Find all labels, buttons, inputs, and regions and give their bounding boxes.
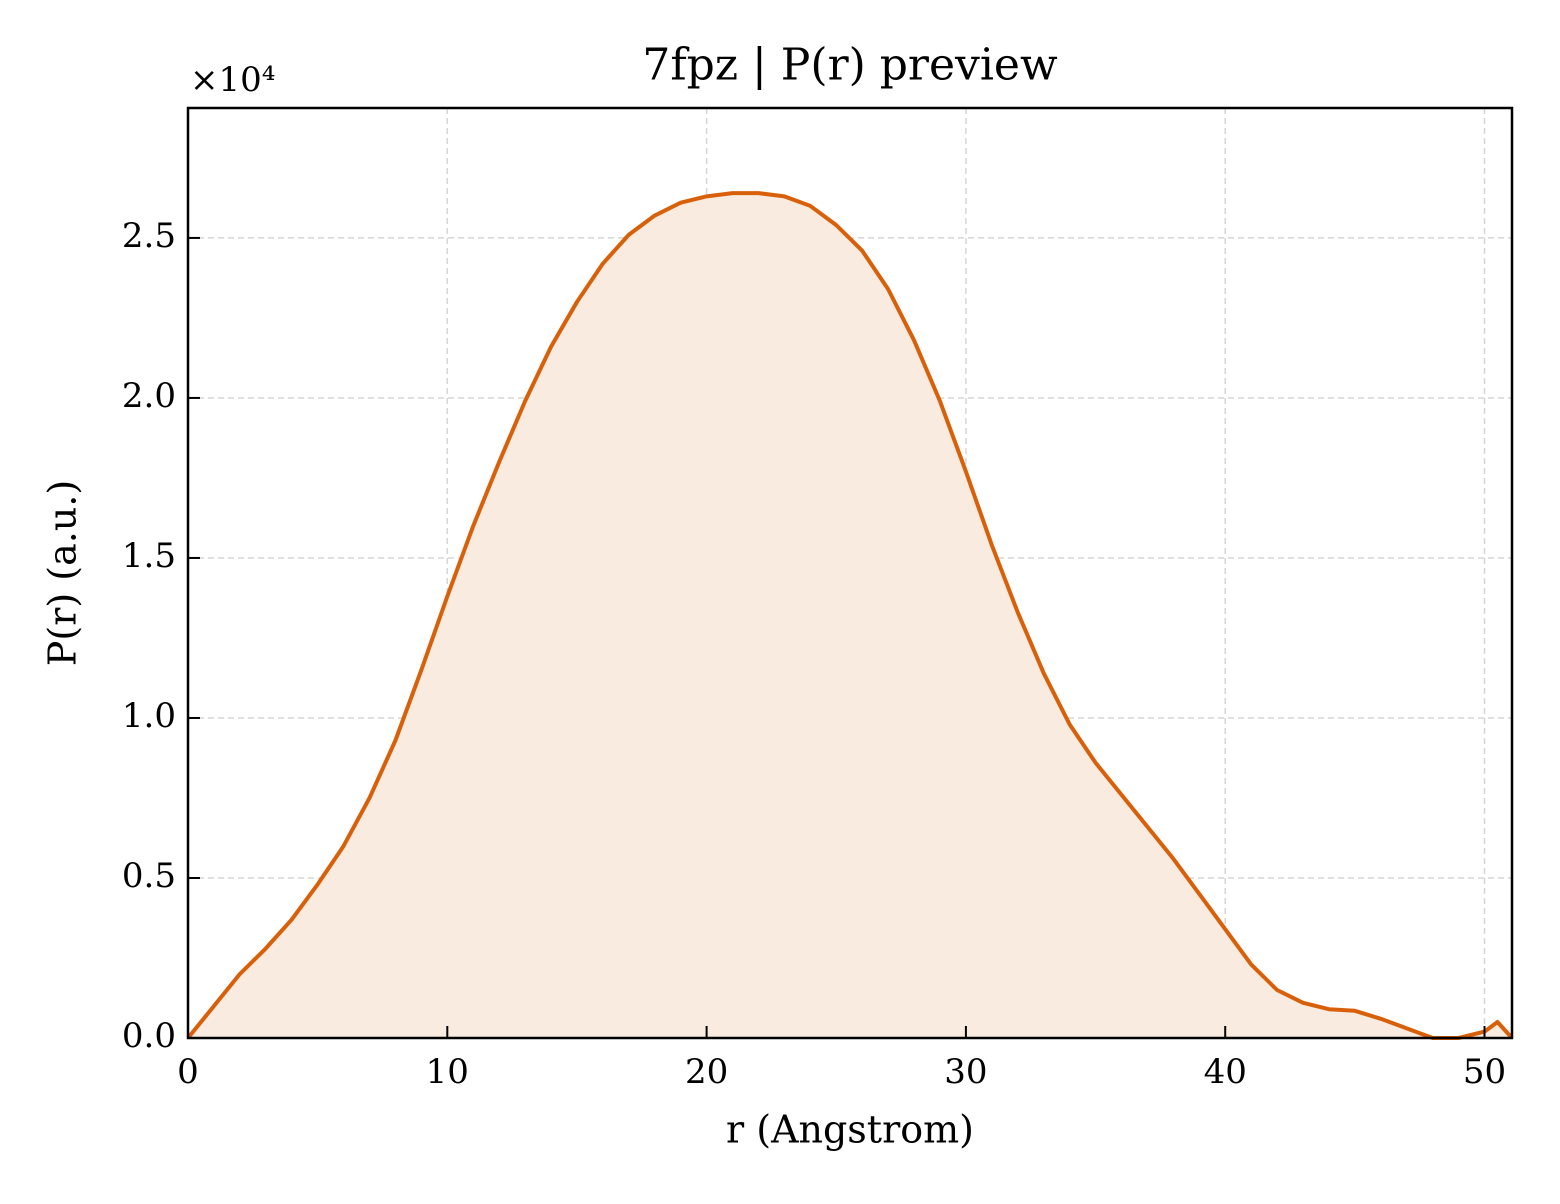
x-tick-label: 50 bbox=[1463, 1052, 1506, 1092]
y-tick-label: 1.0 bbox=[122, 696, 176, 736]
y-tick-label: 0.0 bbox=[122, 1016, 176, 1056]
chart-title: 7fpz | P(r) preview bbox=[642, 40, 1058, 91]
y-tick-label: 2.5 bbox=[122, 216, 176, 256]
y-tick-label: 1.5 bbox=[122, 536, 176, 576]
y-tick-label: 0.5 bbox=[122, 856, 176, 896]
x-tick-label: 10 bbox=[426, 1052, 469, 1092]
x-tick-label: 20 bbox=[685, 1052, 728, 1092]
plot-frame bbox=[186, 106, 1514, 1040]
x-tick-label: 30 bbox=[944, 1052, 987, 1092]
y-offset-label: ×10⁴ bbox=[190, 60, 275, 100]
area-fill bbox=[188, 193, 1512, 1038]
line bbox=[186, 191, 1514, 1040]
x-tick-label: 0 bbox=[177, 1052, 199, 1092]
x-tick-label: 40 bbox=[1204, 1052, 1247, 1092]
x-axis-label: r (Angstrom) bbox=[726, 1108, 974, 1152]
y-axis-label: P(r) (a.u.) bbox=[41, 480, 85, 666]
y-tick-label: 2.0 bbox=[122, 376, 176, 416]
